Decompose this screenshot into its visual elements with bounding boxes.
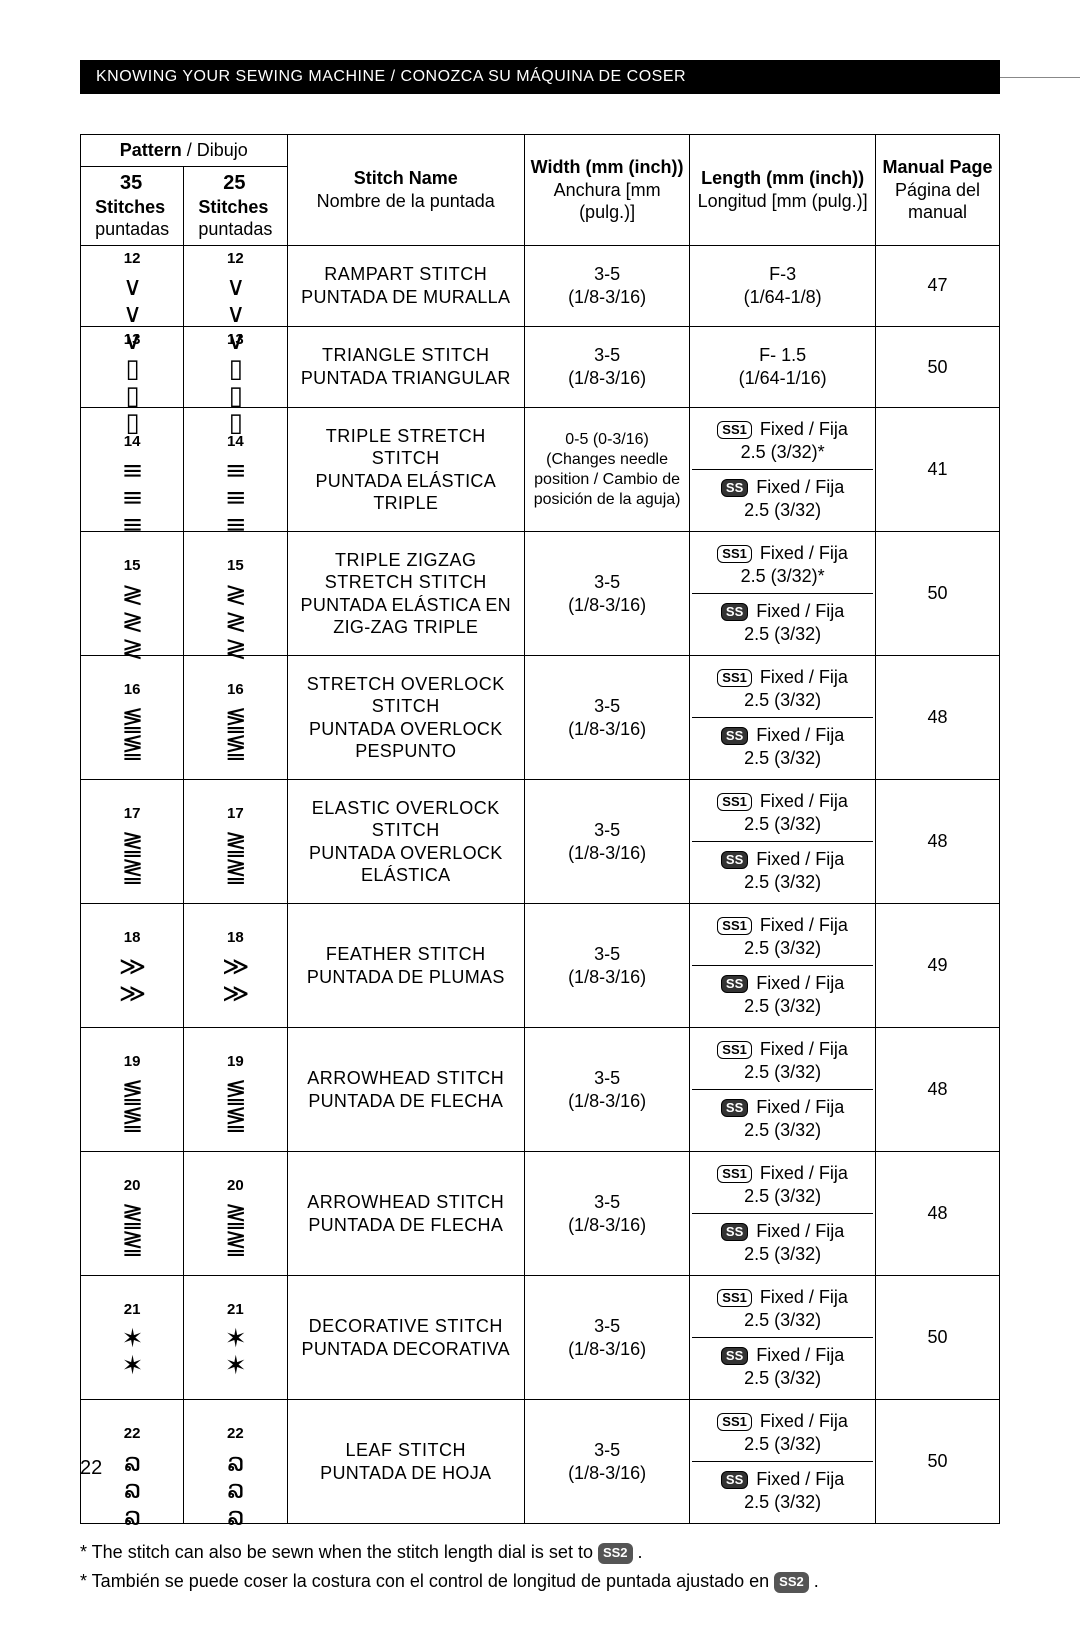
pattern-cell: 17⪒⪒	[184, 780, 287, 904]
table-row: 12∨∨∨12∨∨∨RAMPART STITCHPUNTADA DE MURAL…	[81, 245, 1000, 326]
footnote: * The stitch can also be sewn when the s…	[80, 1538, 1000, 1596]
width-cell: 3-5(1/8-3/16)	[524, 780, 689, 904]
pattern-cell: 21✶✶	[81, 1276, 184, 1400]
width-cell: 3-5(1/8-3/16)	[524, 245, 689, 326]
stitch-name: LEAF STITCHPUNTADA DE HOJA	[287, 1400, 524, 1524]
pattern-cell: 16⪑⪑	[184, 656, 287, 780]
section-header: KNOWING YOUR SEWING MACHINE / CONOZCA SU…	[80, 60, 1000, 94]
table-row: 13▯▯▯13▯▯▯TRIANGLE STITCHPUNTADA TRIANGU…	[81, 326, 1000, 407]
table-row: 18≫≫18≫≫FEATHER STITCHPUNTADA DE PLUMAS3…	[81, 904, 1000, 1028]
col-35: 35Stitchespuntadas	[81, 166, 184, 245]
stitch-name: ELASTIC OVERLOCK STITCHPUNTADA OVERLOCK …	[287, 780, 524, 904]
pattern-cell: 12∨∨∨	[184, 245, 287, 326]
length-cell: F-3(1/64-1/8)	[690, 245, 876, 326]
col-pattern: Pattern / Dibujo	[81, 135, 288, 167]
table-row: 22ລລລ22ລລລLEAF STITCHPUNTADA DE HOJA3-5(…	[81, 1400, 1000, 1524]
col-width: Width (mm (inch)) Anchura [mm (pulg.)]	[524, 135, 689, 246]
pattern-cell: 16⪑⪑	[81, 656, 184, 780]
pattern-cell: 13▯▯▯	[184, 326, 287, 407]
width-cell: 3-5(1/8-3/16)	[524, 656, 689, 780]
table-row: 20⪒⪒20⪒⪒ARROWHEAD STITCHPUNTADA DE FLECH…	[81, 1152, 1000, 1276]
length-cell: SS1 Fixed / Fija2.5 (3/32)SS Fixed / Fij…	[690, 1400, 876, 1524]
stitch-name: RAMPART STITCHPUNTADA DE MURALLA	[287, 245, 524, 326]
width-cell: 0-5 (0-3/16)(Changes needle position / C…	[524, 408, 689, 532]
pattern-cell: 20⪒⪒	[184, 1152, 287, 1276]
col-name: Stitch Name Nombre de la puntada	[287, 135, 524, 246]
width-cell: 3-5(1/8-3/16)	[524, 326, 689, 407]
stitch-name: TRIANGLE STITCHPUNTADA TRIANGULAR	[287, 326, 524, 407]
pattern-cell: 21✶✶	[184, 1276, 287, 1400]
page-number: 22	[80, 1457, 102, 1480]
width-cell: 3-5(1/8-3/16)	[524, 1152, 689, 1276]
pattern-cell: 17⪒⪒	[81, 780, 184, 904]
pattern-cell: 18≫≫	[184, 904, 287, 1028]
width-cell: 3-5(1/8-3/16)	[524, 532, 689, 656]
pattern-cell: 20⪒⪒	[81, 1152, 184, 1276]
table-row: 15≷≷≷15≷≷≷TRIPLE ZIGZAG STRETCH STITCHPU…	[81, 532, 1000, 656]
length-cell: SS1 Fixed / Fija2.5 (3/32)SS Fixed / Fij…	[690, 1152, 876, 1276]
stitch-name: ARROWHEAD STITCHPUNTADA DE FLECHA	[287, 1028, 524, 1152]
pattern-cell: 15≷≷≷	[184, 532, 287, 656]
page-cell: 48	[876, 780, 1000, 904]
width-cell: 3-5(1/8-3/16)	[524, 904, 689, 1028]
page-cell: 48	[876, 656, 1000, 780]
length-cell: SS1 Fixed / Fija2.5 (3/32)SS Fixed / Fij…	[690, 780, 876, 904]
table-row: 14≡≡≡14≡≡≡TRIPLE STRETCH STITCHPUNTADA E…	[81, 408, 1000, 532]
header-en: KNOWING YOUR SEWING MACHINE	[96, 68, 386, 85]
length-cell: SS1 Fixed / Fija2.5 (3/32)SS Fixed / Fij…	[690, 1276, 876, 1400]
page-cell: 48	[876, 1152, 1000, 1276]
pattern-cell: 15≷≷≷	[81, 532, 184, 656]
width-cell: 3-5(1/8-3/16)	[524, 1028, 689, 1152]
stitch-name: FEATHER STITCHPUNTADA DE PLUMAS	[287, 904, 524, 1028]
table-row: 21✶✶21✶✶DECORATIVE STITCHPUNTADA DECORAT…	[81, 1276, 1000, 1400]
length-cell: SS1 Fixed / Fija2.5 (3/32)SS Fixed / Fij…	[690, 904, 876, 1028]
stitch-name: DECORATIVE STITCHPUNTADA DECORATIVA	[287, 1276, 524, 1400]
stitch-name: TRIPLE ZIGZAG STRETCH STITCHPUNTADA ELÁS…	[287, 532, 524, 656]
page-cell: 49	[876, 904, 1000, 1028]
page-cell: 50	[876, 1400, 1000, 1524]
table-row: 16⪑⪑16⪑⪑STRETCH OVERLOCK STITCHPUNTADA O…	[81, 656, 1000, 780]
width-cell: 3-5(1/8-3/16)	[524, 1400, 689, 1524]
length-cell: SS1 Fixed / Fija2.5 (3/32)*SS Fixed / Fi…	[690, 408, 876, 532]
pattern-cell: 13▯▯▯	[81, 326, 184, 407]
header-es: CONOZCA SU MÁQUINA DE COSER	[401, 68, 687, 85]
stitch-name: TRIPLE STRETCH STITCHPUNTADA ELÁSTICA TR…	[287, 408, 524, 532]
pattern-cell: 18≫≫	[81, 904, 184, 1028]
stitch-table: Pattern / Dibujo Stitch Name Nombre de l…	[80, 134, 1000, 1524]
pattern-cell: 19⪑⪑	[81, 1028, 184, 1152]
pattern-cell: 22ລລລ	[184, 1400, 287, 1524]
page-cell: 50	[876, 532, 1000, 656]
page-cell: 50	[876, 326, 1000, 407]
table-row: 19⪑⪑19⪑⪑ARROWHEAD STITCHPUNTADA DE FLECH…	[81, 1028, 1000, 1152]
length-cell: SS1 Fixed / Fija2.5 (3/32)SS Fixed / Fij…	[690, 656, 876, 780]
length-cell: F- 1.5(1/64-1/16)	[690, 326, 876, 407]
col-page: Manual Page Página del manual	[876, 135, 1000, 246]
length-cell: SS1 Fixed / Fija2.5 (3/32)SS Fixed / Fij…	[690, 1028, 876, 1152]
col-25: 25Stitchespuntadas	[184, 166, 287, 245]
stitch-name: STRETCH OVERLOCK STITCHPUNTADA OVERLOCK …	[287, 656, 524, 780]
pattern-cell: 12∨∨∨	[81, 245, 184, 326]
width-cell: 3-5(1/8-3/16)	[524, 1276, 689, 1400]
page-cell: 47	[876, 245, 1000, 326]
col-length: Length (mm (inch)) Longitud [mm (pulg.)]	[690, 135, 876, 246]
length-cell: SS1 Fixed / Fija2.5 (3/32)*SS Fixed / Fi…	[690, 532, 876, 656]
stitch-name: ARROWHEAD STITCHPUNTADA DE FLECHA	[287, 1152, 524, 1276]
page-cell: 50	[876, 1276, 1000, 1400]
pattern-cell: 19⪑⪑	[184, 1028, 287, 1152]
table-row: 17⪒⪒17⪒⪒ELASTIC OVERLOCK STITCHPUNTADA O…	[81, 780, 1000, 904]
page-cell: 48	[876, 1028, 1000, 1152]
page-cell: 41	[876, 408, 1000, 532]
